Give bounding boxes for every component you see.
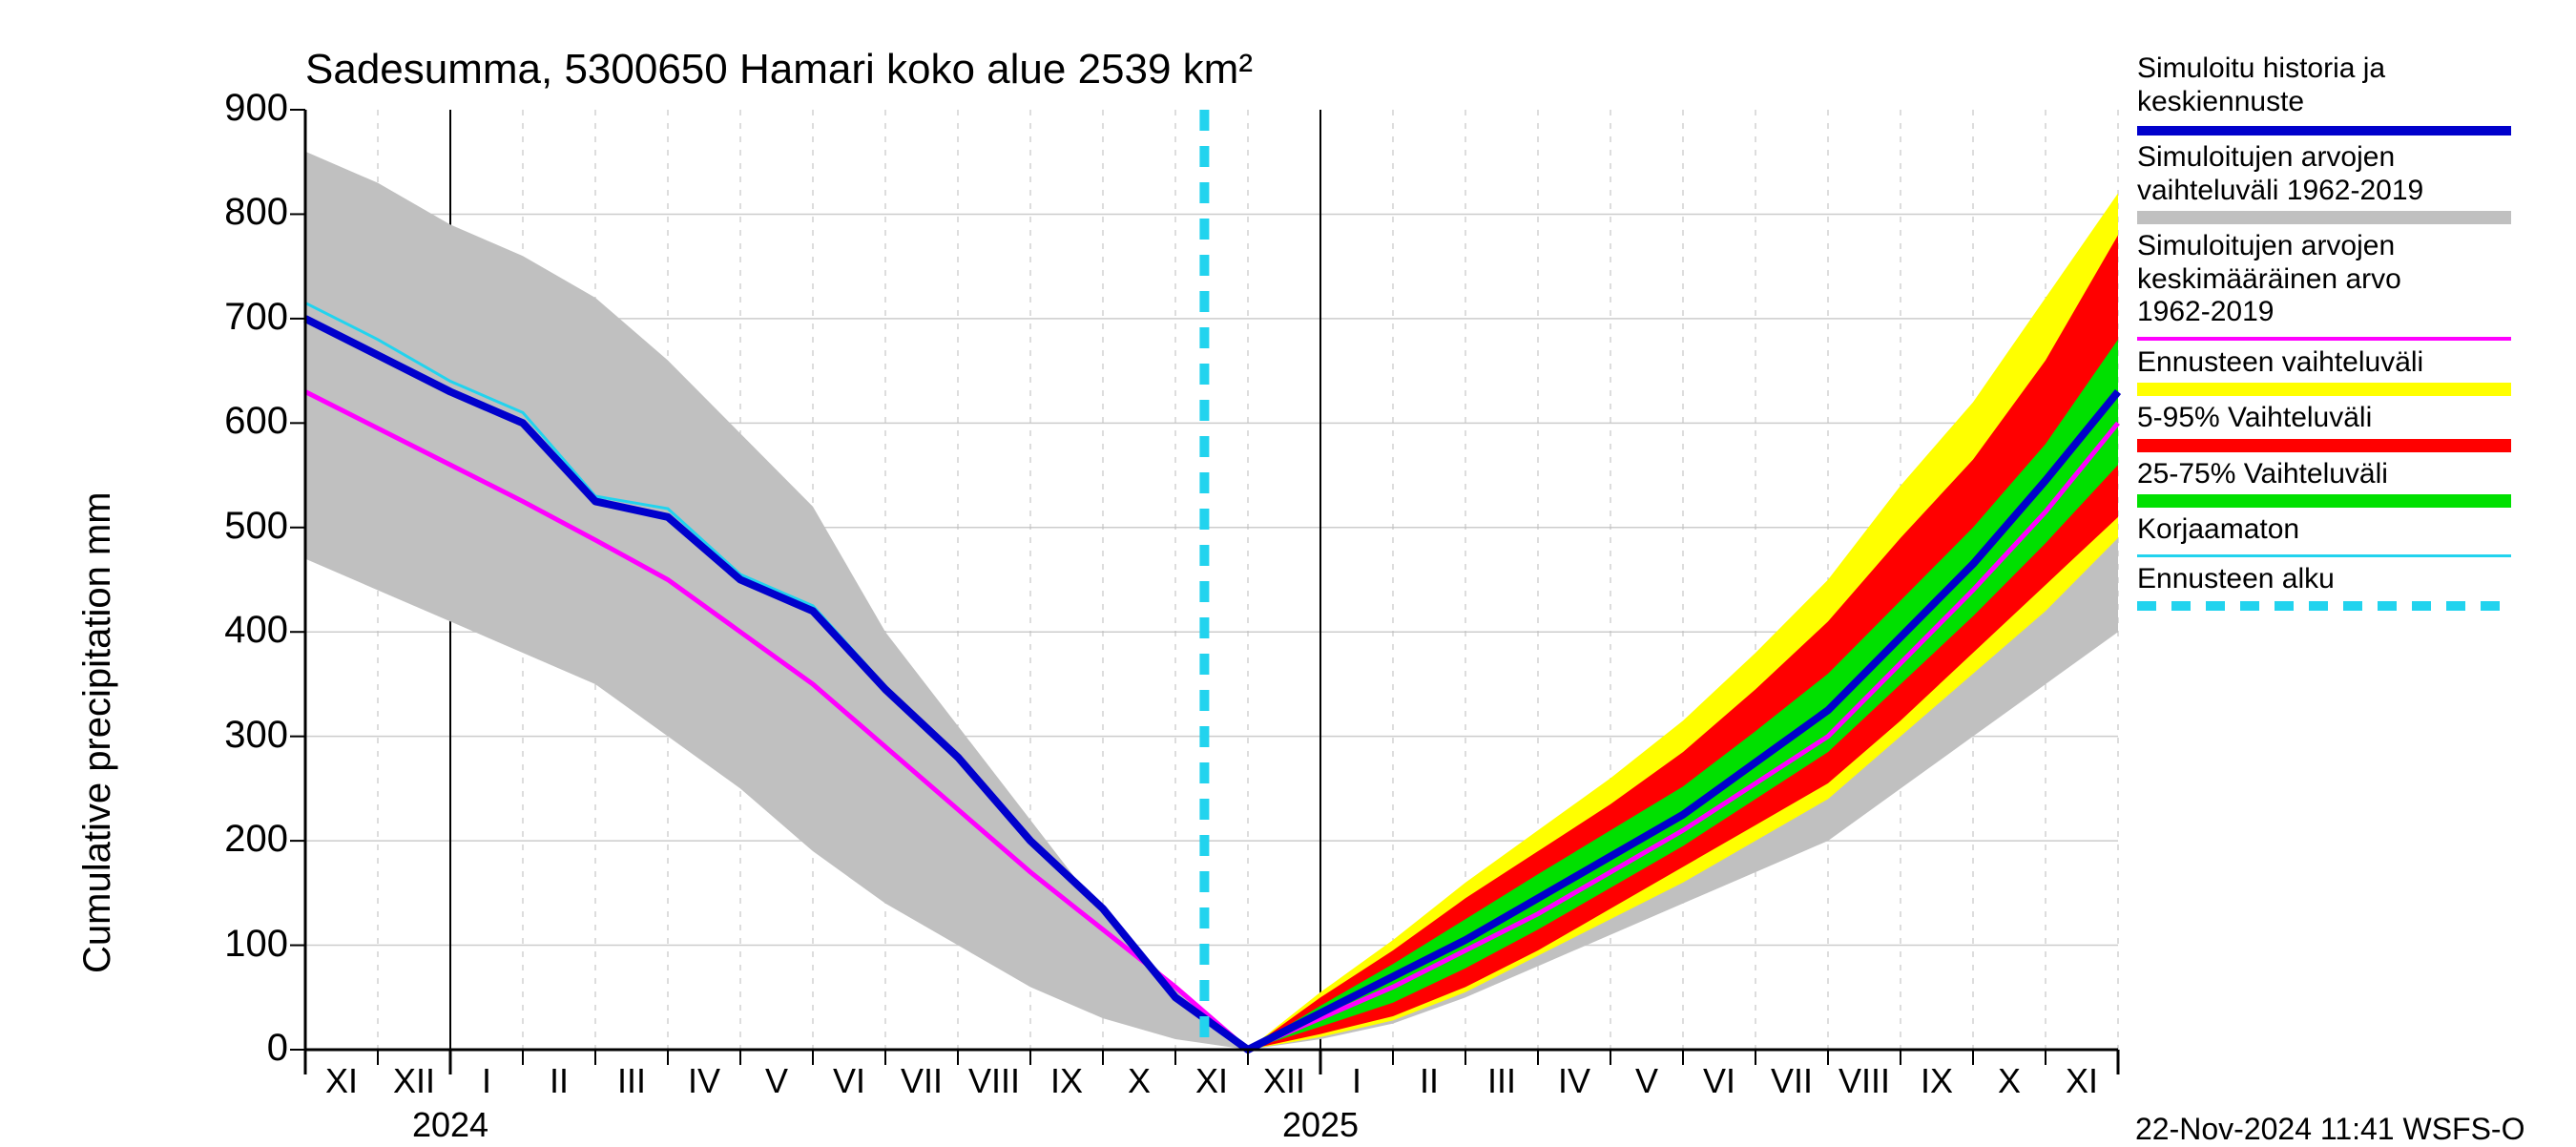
legend-swatch — [2137, 126, 2511, 136]
chart-title: Sadesumma, 5300650 Hamari koko alue 2539… — [305, 46, 1253, 94]
y-tick: 100 — [155, 923, 288, 966]
y-tick: 500 — [155, 505, 288, 548]
legend-item: Simuloitujen arvojen vaihteluväli 1962-2… — [2137, 141, 2566, 224]
y-tick: 900 — [155, 87, 288, 130]
legend-label: 5-95% Vaihteluväli — [2137, 402, 2566, 435]
year-label: 2024 — [412, 1105, 488, 1145]
y-tick: 800 — [155, 191, 288, 234]
legend-swatch — [2137, 439, 2511, 452]
chart-svg — [305, 110, 2118, 1078]
legend-label: 25-75% Vaihteluväli — [2137, 458, 2566, 491]
legend-swatch — [2137, 601, 2511, 611]
y-axis-label: Cumulative precipitation mm — [76, 491, 119, 973]
legend-item: Simuloitujen arvojen keskimääräinen arvo… — [2137, 230, 2566, 341]
y-tick: 600 — [155, 400, 288, 443]
legend-label: Ennusteen vaihteluväli — [2137, 346, 2566, 380]
legend-label: Ennusteen alku — [2137, 563, 2566, 596]
legend-label: Simuloitujen arvojen keskimääräinen arvo… — [2137, 230, 2566, 329]
y-tick: 400 — [155, 609, 288, 652]
year-label: 2025 — [1282, 1105, 1359, 1145]
legend-swatch — [2137, 494, 2511, 508]
legend-item: 5-95% Vaihteluväli — [2137, 402, 2566, 452]
legend-item: Ennusteen alku — [2137, 563, 2566, 612]
timestamp-footer: 22-Nov-2024 11:41 WSFS-O — [2135, 1112, 2524, 1147]
figure: Sadesumma, 5300650 Hamari koko alue 2539… — [0, 0, 2576, 1145]
y-tick: 700 — [155, 296, 288, 339]
legend: Simuloitu historia ja keskiennuste Simulo… — [2137, 52, 2566, 616]
legend-swatch — [2137, 554, 2511, 557]
legend-label: Korjaamaton — [2137, 513, 2566, 547]
legend-swatch — [2137, 337, 2511, 341]
legend-item: Simuloitu historia ja keskiennuste — [2137, 52, 2566, 136]
legend-swatch — [2137, 383, 2511, 396]
plot-area — [305, 110, 2118, 1050]
y-tick: 0 — [155, 1027, 288, 1070]
legend-item: Korjaamaton — [2137, 513, 2566, 557]
legend-label: Simuloitujen arvojen vaihteluväli 1962-2… — [2137, 141, 2566, 207]
legend-swatch — [2137, 211, 2511, 224]
y-tick: 200 — [155, 818, 288, 861]
legend-label: Simuloitu historia ja keskiennuste — [2137, 52, 2566, 118]
legend-item: 25-75% Vaihteluväli — [2137, 458, 2566, 509]
y-tick: 300 — [155, 714, 288, 757]
legend-item: Ennusteen vaihteluväli — [2137, 346, 2566, 397]
